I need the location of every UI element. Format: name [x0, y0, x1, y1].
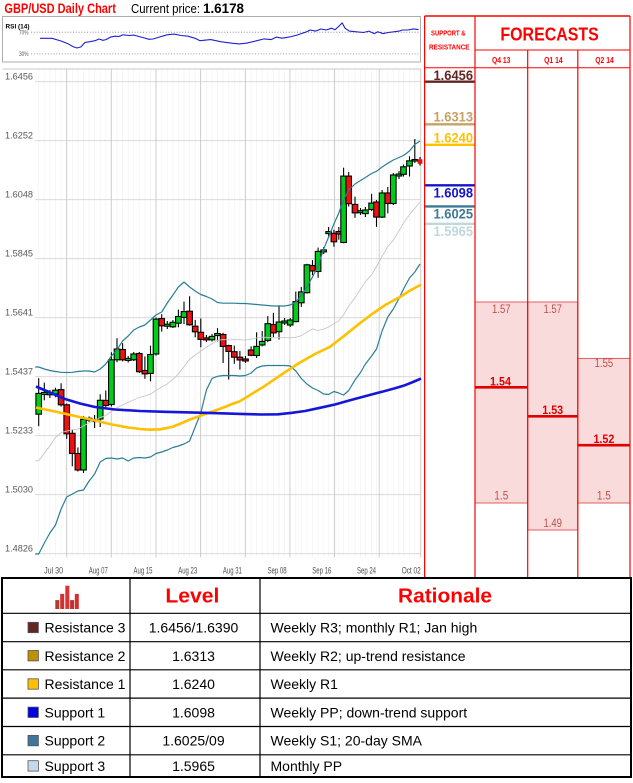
svg-text:FORECASTS: FORECASTS [500, 25, 598, 45]
svg-text:GBP/USD Daily Chart: GBP/USD Daily Chart [4, 1, 116, 16]
svg-text:1.54: 1.54 [490, 375, 511, 389]
svg-text:1.5030: 1.5030 [5, 485, 33, 496]
svg-text:Q1 14: Q1 14 [544, 55, 563, 65]
svg-text:Q4 13: Q4 13 [492, 55, 511, 65]
svg-text:1.5: 1.5 [494, 489, 508, 503]
svg-text:1.6025/09: 1.6025/09 [162, 733, 224, 749]
svg-text:Jul 30: Jul 30 [44, 566, 63, 576]
svg-text:1.5965: 1.5965 [172, 758, 215, 774]
svg-text:1.5965: 1.5965 [434, 224, 474, 239]
svg-text:Resistance 1: Resistance 1 [45, 676, 126, 692]
svg-text:1.5437: 1.5437 [5, 367, 33, 378]
svg-text:Aug 07: Aug 07 [89, 566, 108, 576]
svg-text:1.52: 1.52 [593, 432, 614, 446]
svg-text:1.6240: 1.6240 [434, 131, 474, 146]
svg-text:1.6098: 1.6098 [172, 704, 215, 720]
svg-text:1.6456: 1.6456 [434, 68, 474, 83]
svg-text:1.6456: 1.6456 [5, 72, 33, 83]
svg-text:Current price:: Current price: [131, 1, 200, 16]
svg-text:1.53: 1.53 [542, 403, 563, 417]
svg-text:Support 2: Support 2 [45, 733, 106, 749]
svg-text:Weekly R1: Weekly R1 [271, 676, 339, 692]
svg-text:Monthly PP: Monthly PP [271, 758, 343, 774]
svg-text:Sep 16: Sep 16 [312, 566, 331, 576]
svg-text:Sep 08: Sep 08 [268, 566, 287, 576]
svg-text:Support 3: Support 3 [45, 758, 106, 774]
svg-text:Weekly R2; up-trend resistance: Weekly R2; up-trend resistance [271, 648, 466, 664]
svg-text:1.6252: 1.6252 [5, 131, 33, 142]
svg-text:1.5: 1.5 [597, 489, 611, 503]
svg-text:1.57: 1.57 [492, 302, 511, 316]
svg-text:1.6313: 1.6313 [434, 110, 474, 125]
svg-text:Level: Level [165, 586, 219, 608]
svg-text:1.6313: 1.6313 [172, 648, 215, 664]
svg-text:Aug 23: Aug 23 [178, 566, 197, 576]
svg-text:RESISTANCE: RESISTANCE [429, 43, 470, 52]
svg-text:1.6025: 1.6025 [434, 207, 474, 222]
svg-text:RSI (14): RSI (14) [6, 24, 30, 31]
svg-text:Resistance 2: Resistance 2 [45, 648, 126, 664]
svg-text:1.5641: 1.5641 [5, 308, 33, 319]
svg-text:Aug 31: Aug 31 [223, 566, 242, 576]
svg-text:1.57: 1.57 [543, 302, 562, 316]
svg-text:1.6456/1.6390: 1.6456/1.6390 [149, 620, 239, 636]
svg-text:1.4826: 1.4826 [5, 544, 33, 555]
svg-text:1.55: 1.55 [595, 356, 614, 370]
svg-text:Sep 24: Sep 24 [357, 566, 376, 576]
svg-text:30%: 30% [19, 51, 29, 58]
svg-text:1.6178: 1.6178 [203, 1, 244, 16]
svg-text:Resistance 3: Resistance 3 [45, 620, 126, 636]
svg-text:Oct 02: Oct 02 [402, 566, 421, 576]
svg-text:1.49: 1.49 [543, 516, 562, 530]
svg-text:Aug 15: Aug 15 [134, 566, 153, 576]
svg-text:Q2 14: Q2 14 [595, 55, 614, 65]
svg-text:Weekly PP; down-trend support: Weekly PP; down-trend support [271, 704, 468, 720]
svg-text:Rationale: Rationale [398, 586, 492, 608]
svg-text:Weekly R3; monthly R1; Jan hig: Weekly R3; monthly R1; Jan high [271, 620, 478, 636]
svg-text:70%: 70% [19, 30, 29, 37]
svg-text:1.6048: 1.6048 [5, 190, 33, 201]
svg-text:Weekly S1; 20-day SMA: Weekly S1; 20-day SMA [271, 733, 423, 749]
svg-text:1.5233: 1.5233 [5, 426, 33, 437]
svg-text:Support 1: Support 1 [45, 704, 106, 720]
svg-text:1.6098: 1.6098 [434, 186, 474, 201]
svg-text:SUPPORT &: SUPPORT & [431, 28, 466, 37]
svg-text:1.6240: 1.6240 [172, 676, 215, 692]
svg-text:1.5845: 1.5845 [5, 249, 33, 260]
